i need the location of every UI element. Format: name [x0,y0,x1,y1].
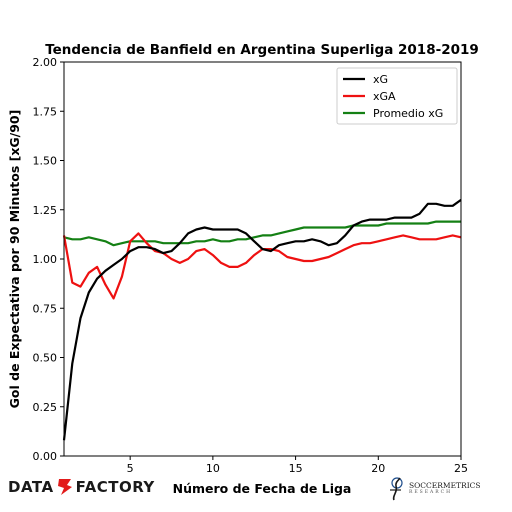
plot-area: 0.00 0.25 0.50 0.75 1.00 1.25 1.50 1.75 2.00 5 10 1… [33,56,469,475]
soccermetrics-logo: SOCCERMETRICS RESEARCH [384,474,481,504]
series-line-xg [62,199,462,441]
soccermetrics-text: SOCCERMETRICS [409,481,481,491]
logo-text-factory: FACTORY [75,478,155,496]
y-tick-label: 1.25 [33,204,58,217]
y-tick-label: 1.00 [33,253,58,266]
y-tick-label: 1.75 [33,105,58,118]
y-tick-label: 0.50 [33,352,58,365]
x-tick-label: 10 [206,462,220,475]
y-tick-label: 0.75 [33,302,58,315]
legend-label: xGA [373,90,396,103]
plot-frame [63,61,462,457]
legend-label: xG [373,73,388,86]
x-tick-label: 20 [371,462,385,475]
logo-text-data: DATA [8,478,54,496]
y-tick-label: 0.25 [33,401,58,414]
y-tick-label: 1.50 [33,155,58,168]
soccermetrics-mark-icon [390,477,403,501]
series-line-promedio-xg [63,220,461,247]
logo-mark-icon [57,479,72,495]
chart-title: Tendencia de Banfield en Argentina Super… [45,42,479,58]
x-tick-label: 15 [289,462,303,475]
y-tick-label: 0.00 [33,450,58,463]
y-tick-label: 2.00 [33,56,58,69]
x-tick-label: 5 [127,462,134,475]
legend-label: Promedio xG [373,107,443,120]
data-factory-logo: DATA FACTORY [8,478,155,496]
legend: xG xGA Promedio xG [336,67,458,125]
legend-box [336,67,458,125]
y-axis-label: Gol de Expectativa por 90 Minutos [xG/90… [7,110,22,409]
x-axis-label: Número de Fecha de Liga [173,481,352,496]
x-tick-label: 25 [454,462,468,475]
soccermetrics-subtext: RESEARCH [409,489,453,495]
